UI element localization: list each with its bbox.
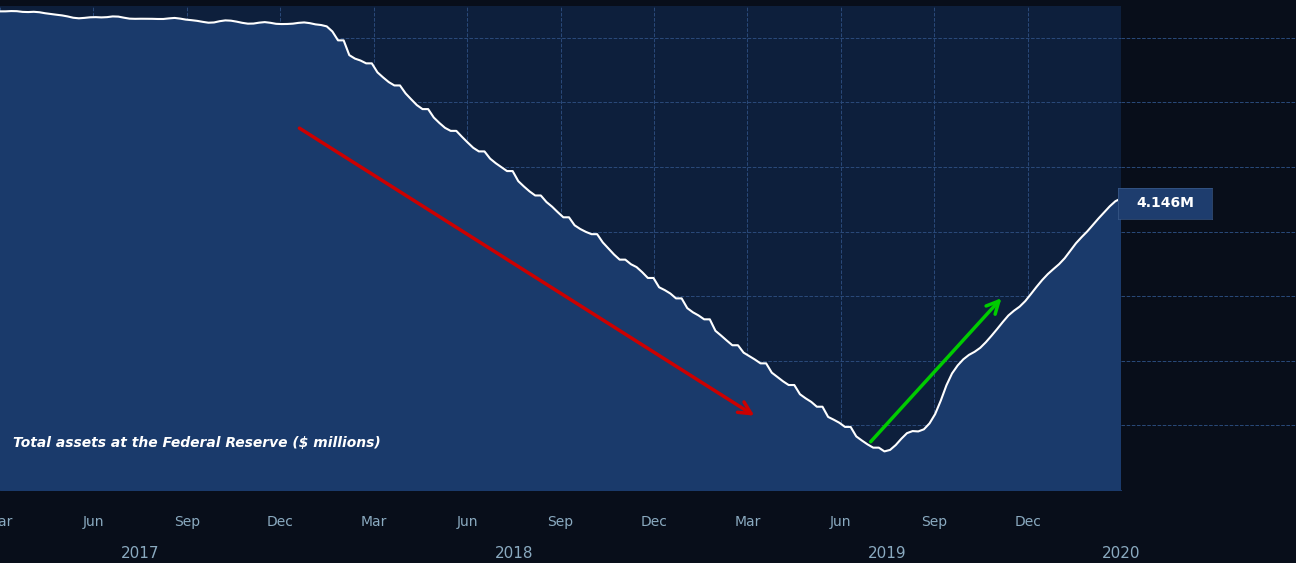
Text: 2020: 2020 [1102,546,1140,561]
Text: Jun: Jun [829,515,851,529]
Text: Jun: Jun [456,515,478,529]
Text: Dec: Dec [1015,515,1041,529]
Text: 2019: 2019 [868,546,907,561]
Text: Dec: Dec [640,515,667,529]
Text: Total assets at the Federal Reserve ($ millions): Total assets at the Federal Reserve ($ m… [13,436,381,450]
Text: Mar: Mar [360,515,388,529]
Text: Mar: Mar [0,515,13,529]
Text: 4.146M: 4.146M [1137,196,1194,211]
Text: Jun: Jun [83,515,104,529]
Text: Sep: Sep [174,515,200,529]
Text: 2017: 2017 [121,546,159,561]
Text: 2018: 2018 [495,546,533,561]
Text: Mar: Mar [734,515,761,529]
Text: Sep: Sep [921,515,947,529]
Text: Dec: Dec [267,515,294,529]
Text: Sep: Sep [547,515,574,529]
